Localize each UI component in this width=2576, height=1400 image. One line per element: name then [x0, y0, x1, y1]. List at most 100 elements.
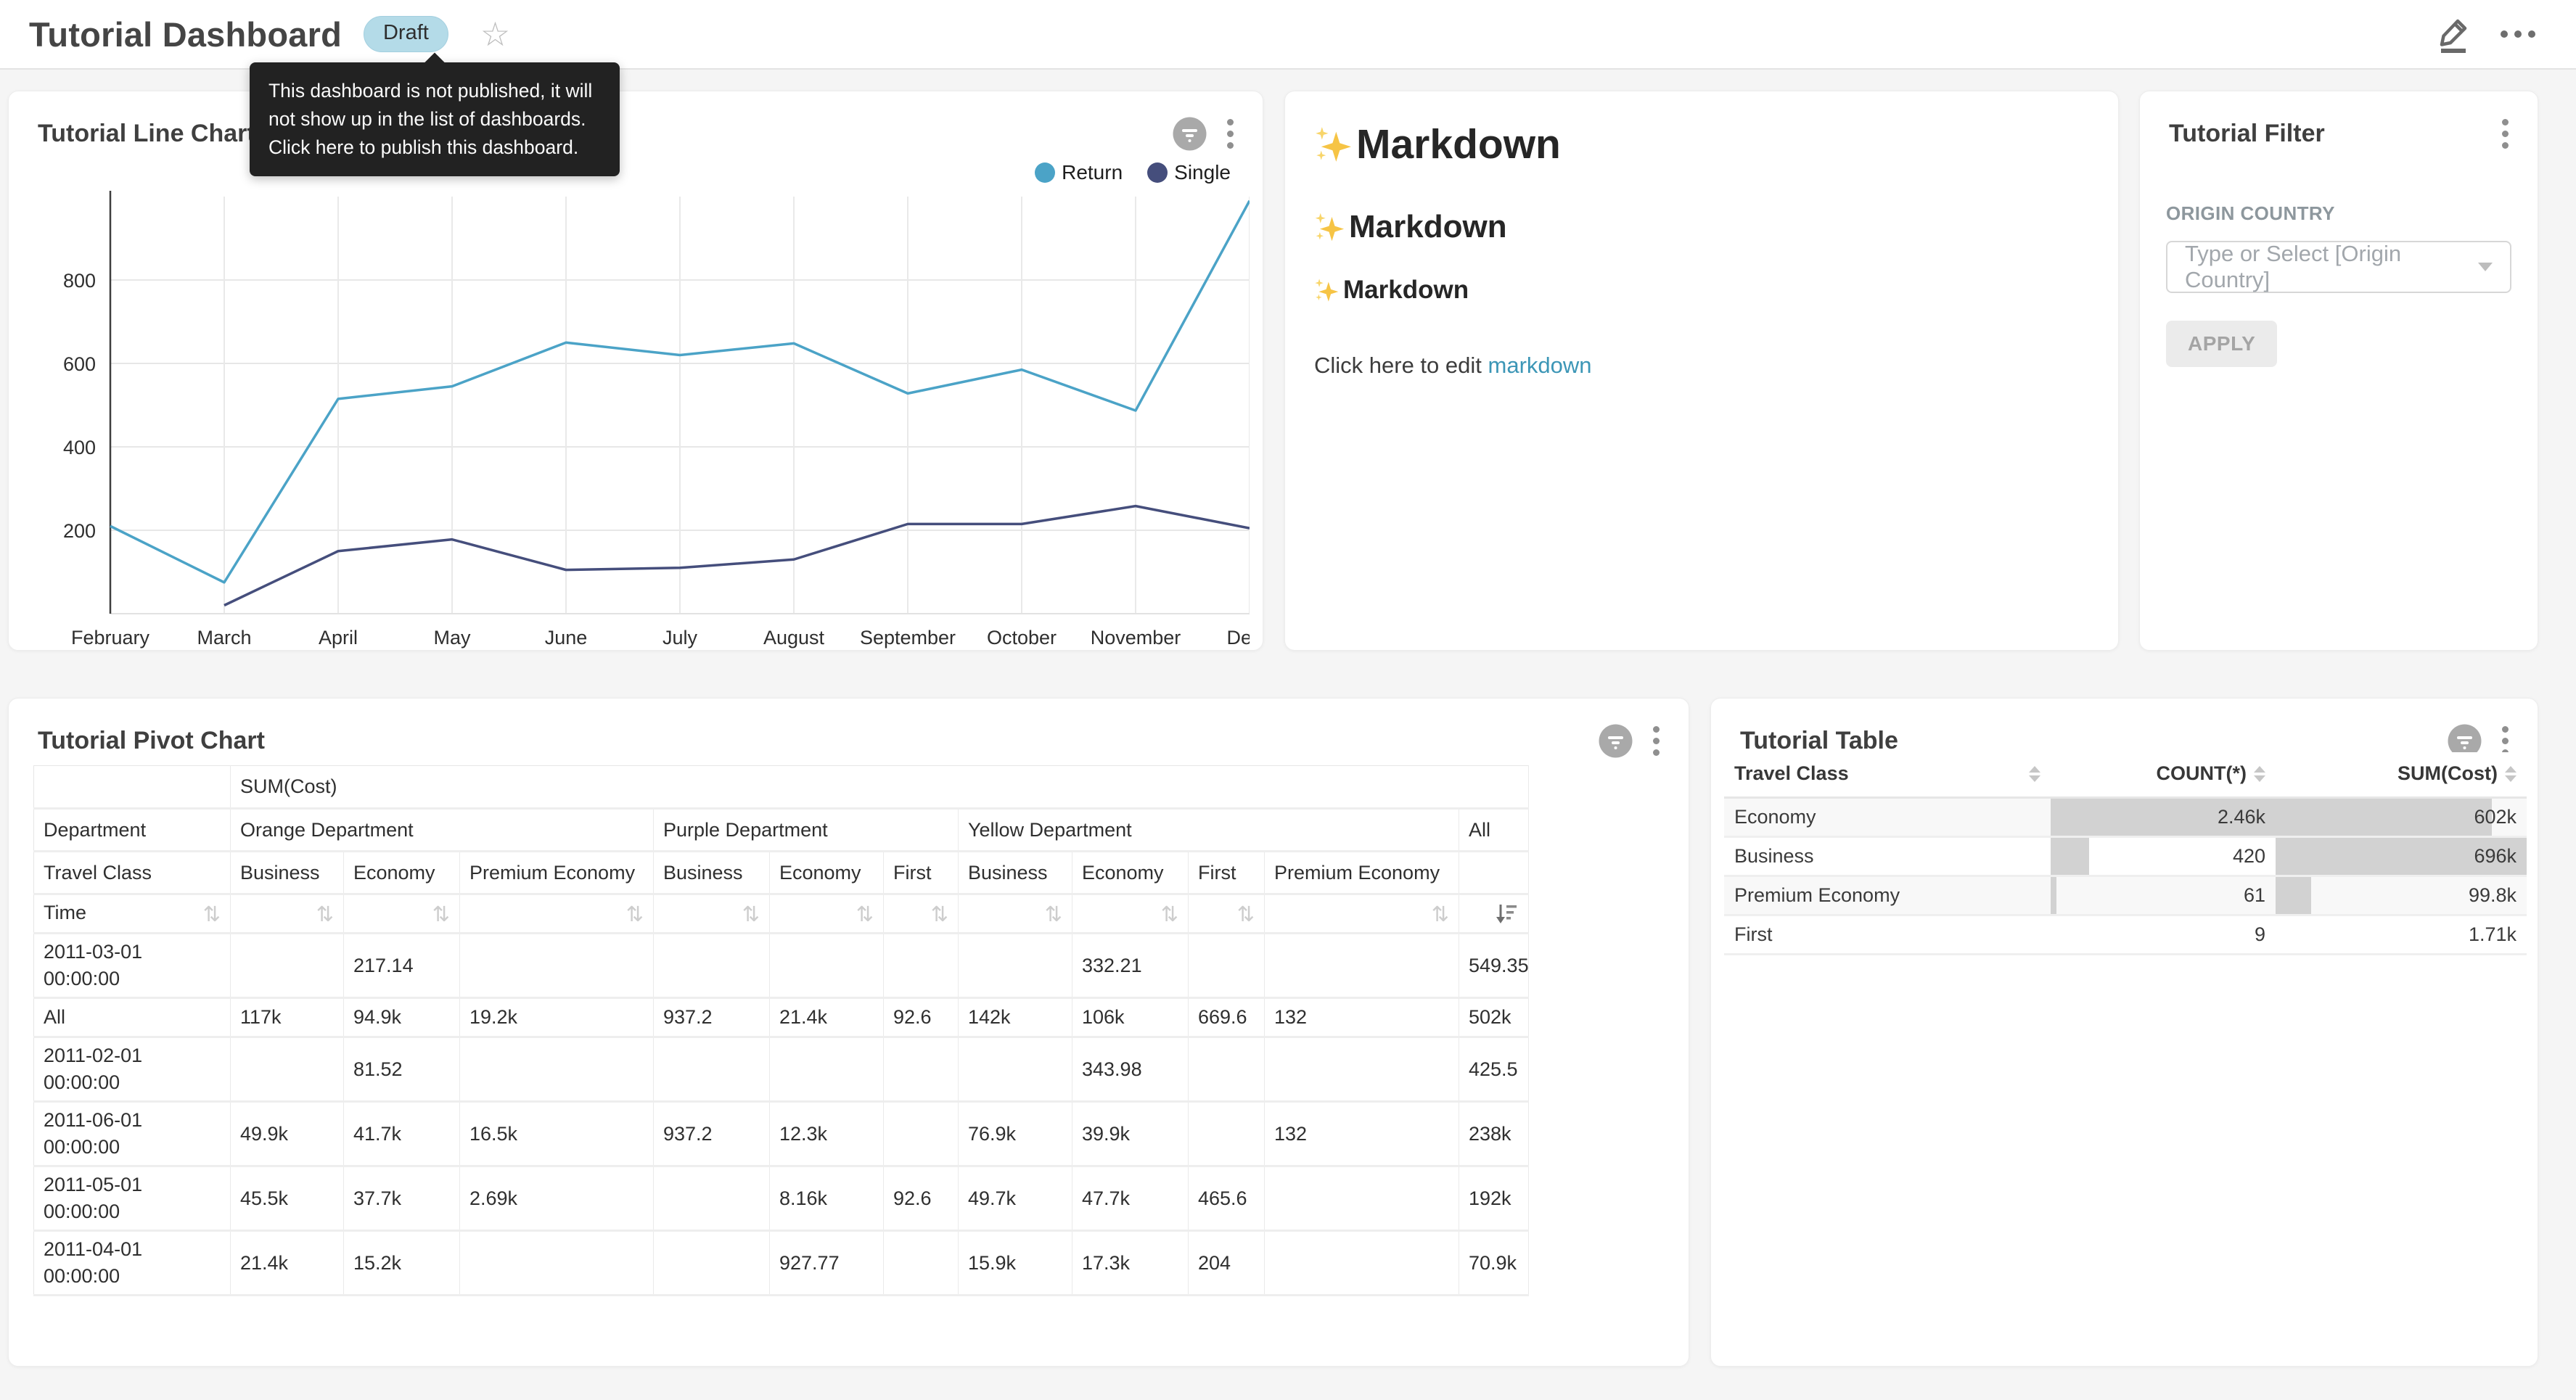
count-cell: 420: [2051, 837, 2276, 876]
pivot-value-cell: 92.6: [884, 998, 959, 1037]
pivot-row-dimension-label: Department: [34, 809, 231, 852]
sparkles-icon: [1314, 125, 1352, 163]
line-chart-title: Tutorial Line Chart: [38, 120, 255, 148]
pivot-row-label: 2011-06-01 00:00:00: [34, 1102, 231, 1166]
column-sorter-icon[interactable]: [2029, 766, 2040, 782]
kebab-menu-icon[interactable]: [1650, 723, 1662, 759]
unpublished-tooltip: This dashboard is not published, it will…: [250, 62, 620, 176]
legend-item-return[interactable]: Return: [1035, 161, 1123, 184]
sort-arrows-icon[interactable]: ⇅: [742, 902, 760, 926]
pivot-value-cell: [959, 934, 1072, 998]
y-axis-tick-label: 400: [63, 437, 96, 458]
column-header-label: COUNT(*): [2157, 762, 2247, 785]
legend-item-single[interactable]: Single: [1147, 161, 1231, 184]
x-axis-tick-label: April: [319, 627, 358, 648]
table-row: Premium Economy6199.8k: [1724, 876, 2527, 915]
kebab-menu-icon[interactable]: [2499, 116, 2511, 152]
pivot-department-header: All: [1459, 809, 1529, 852]
favorite-star-icon[interactable]: ☆: [480, 17, 510, 51]
sort-arrows-icon[interactable]: ⇅: [1237, 902, 1255, 926]
pivot-value-cell: [1189, 1102, 1265, 1166]
pivot-value-cell: 37.7k: [344, 1166, 460, 1231]
pivot-department-header: Yellow Department: [959, 809, 1459, 852]
pivot-value-cell: 12.3k: [770, 1102, 884, 1166]
pivot-value-cell: 937.2: [654, 1102, 770, 1166]
pivot-value-cell: 425.5: [1459, 1037, 1529, 1102]
pivot-value-cell: 204: [1189, 1231, 1265, 1296]
count-cell: 61: [2051, 876, 2276, 915]
pivot-class-header: Business: [654, 852, 770, 894]
table-row: Economy2.46k602k: [1724, 798, 2527, 837]
pivot-table-container: SUM(Cost)DepartmentOrange DepartmentPurp…: [33, 765, 1529, 1296]
pivot-sort-cell: ⇅: [1189, 894, 1265, 934]
pivot-value-cell: 76.9k: [959, 1102, 1072, 1166]
pivot-value-cell: 41.7k: [344, 1102, 460, 1166]
pivot-value-cell: [1265, 1166, 1459, 1231]
pivot-class-header: Economy: [344, 852, 460, 894]
pivot-value-cell: 549.35: [1459, 934, 1529, 998]
pivot-value-cell: [959, 1037, 1072, 1102]
sort-arrows-icon[interactable]: ⇅: [1432, 902, 1449, 926]
markdown-panel: Markdown Markdown Markdown Click here to…: [1284, 91, 2119, 651]
pivot-time-header: Time⇅: [34, 894, 231, 934]
line-chart[interactable]: 200400600800FebruaryMarchAprilMayJuneJul…: [30, 186, 1250, 656]
pivot-value-cell: 502k: [1459, 998, 1529, 1037]
pivot-row-label: 2011-05-01 00:00:00: [34, 1166, 231, 1231]
pivot-row-label: 2011-02-01 00:00:00: [34, 1037, 231, 1102]
table-column-header[interactable]: Travel Class: [1724, 752, 2051, 798]
dashboard-header: Tutorial Dashboard Draft ☆: [0, 0, 2576, 70]
pivot-value-cell: [1189, 934, 1265, 998]
edit-pencil-icon[interactable]: [2435, 15, 2472, 54]
sort-arrows-icon[interactable]: ⇅: [1161, 902, 1178, 926]
table-column-header[interactable]: COUNT(*): [2051, 752, 2276, 798]
column-sorter-icon[interactable]: [2254, 766, 2265, 782]
travel-class-cell: Business: [1724, 837, 2051, 876]
table-column-header[interactable]: SUM(Cost): [2276, 752, 2527, 798]
pivot-chart-title: Tutorial Pivot Chart: [38, 727, 265, 755]
travel-class-cell: First: [1724, 915, 2051, 955]
table-panel-title: Tutorial Table: [1740, 727, 1898, 755]
pivot-value-cell: 45.5k: [231, 1166, 344, 1231]
sum-cell: 99.8k: [2276, 876, 2527, 915]
sort-arrows-icon[interactable]: ⇅: [316, 902, 334, 926]
pivot-value-cell: 937.2: [654, 998, 770, 1037]
apply-button[interactable]: APPLY: [2166, 321, 2277, 367]
filter-indicator-icon[interactable]: [1599, 724, 1633, 758]
pivot-value-cell: 132: [1265, 1102, 1459, 1166]
pivot-class-header: Economy: [770, 852, 884, 894]
markdown-heading-3: Markdown: [1314, 276, 2089, 305]
sort-arrows-icon[interactable]: ⇅: [432, 902, 450, 926]
pivot-value-cell: 16.5k: [460, 1102, 654, 1166]
pivot-value-cell: [884, 1037, 959, 1102]
x-axis-tick-label: November: [1091, 627, 1181, 648]
sort-arrows-icon[interactable]: ⇅: [856, 902, 874, 926]
ellipsis-menu-icon[interactable]: [2501, 30, 2535, 38]
status-badge[interactable]: Draft: [364, 16, 448, 52]
travel-class-cell: Premium Economy: [1724, 876, 2051, 915]
pivot-value-cell: [884, 1231, 959, 1296]
pivot-value-cell: 238k: [1459, 1102, 1529, 1166]
pivot-class-header: Business: [959, 852, 1072, 894]
sort-descending-icon[interactable]: [1494, 903, 1519, 925]
sort-arrows-icon[interactable]: ⇅: [626, 902, 644, 926]
sort-arrows-icon[interactable]: ⇅: [203, 902, 221, 926]
column-sorter-icon[interactable]: [2505, 766, 2516, 782]
sort-arrows-icon[interactable]: ⇅: [1045, 902, 1062, 926]
pivot-class-header: First: [1189, 852, 1265, 894]
pivot-metric-header: SUM(Cost): [231, 766, 1529, 809]
markdown-edit-link[interactable]: markdown: [1488, 353, 1592, 378]
markdown-heading-2: Markdown: [1314, 209, 2089, 245]
header-actions: [2435, 15, 2547, 54]
kebab-menu-icon[interactable]: [1224, 116, 1236, 152]
pivot-sort-cell: ⇅: [1072, 894, 1189, 934]
pivot-value-cell: 81.52: [344, 1037, 460, 1102]
y-axis-tick-label: 800: [63, 270, 96, 292]
sort-arrows-icon[interactable]: ⇅: [931, 902, 948, 926]
filter-indicator-icon[interactable]: [1173, 117, 1207, 151]
pivot-value-cell: 17.3k: [1072, 1231, 1189, 1296]
pivot-value-cell: 669.6: [1189, 998, 1265, 1037]
pivot-value-cell: 47.7k: [1072, 1166, 1189, 1231]
table-row: First91.71k: [1724, 915, 2527, 955]
origin-country-select[interactable]: Type or Select [Origin Country]: [2166, 241, 2511, 293]
pivot-value-cell: 92.6: [884, 1166, 959, 1231]
